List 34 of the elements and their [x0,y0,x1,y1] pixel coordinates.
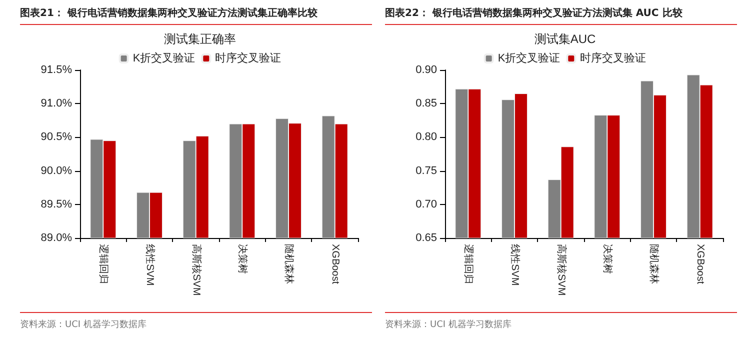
x-tick-label: 高斯核SVM [190,244,202,296]
text: 资料来源：UCI 机器学习数据库 [20,312,372,331]
y-tick-label: 91.0% [40,98,72,110]
chart-title: 图表22： 银行电话营销数据集两种交叉验证方法测试集 AUC 比较 [385,6,737,25]
text: 资料来源：UCI 机器学习数据库 [385,312,737,331]
x-tick-label: 决策树 [236,244,249,274]
chart-subtitle: 测试集正确率 [164,32,236,46]
x-tick-label: 线性SVM [144,244,156,286]
x-tick-label: 逻辑回归 [462,244,475,284]
y-tick-label: 89.0% [40,232,72,244]
chart-subtitle: 测试集AUC [534,32,596,46]
legend-label: 时序交叉验证 [580,52,646,64]
x-tick-label: XGBoost [329,244,340,284]
y-tick-label: 90.5% [40,131,72,144]
y-tick-label: 0.70 [416,198,437,210]
x-tick-label: 线性SVM [509,244,521,286]
chart-title: 图表21： 银行电话营销数据集两种交叉验证方法测试集正确率比较 [20,6,372,25]
y-tick-label: 0.75 [416,164,437,177]
x-tick-label: 逻辑回归 [98,244,110,284]
y-tick-label: 0.90 [416,64,437,76]
x-tick-label: 高斯核SVM [555,244,568,296]
y-tick-label: 0.65 [416,232,437,244]
y-tick-label: 0.85 [416,98,437,110]
legend-label: K折交叉验证 [132,52,196,64]
legend-label: 时序交叉验证 [215,52,282,64]
x-tick-label: 随机森林 [283,244,295,284]
x-tick-label: 决策树 [602,244,614,274]
x-tick-label: 随机森林 [648,244,660,284]
x-tick-label: XGBoost [694,244,706,284]
legend-label: K折交叉验证 [498,52,560,64]
y-tick-label: 0.80 [416,131,437,144]
y-tick-label: 89.5% [40,198,72,210]
y-tick-label: 91.5% [40,64,72,76]
y-tick-label: 90.0% [40,164,72,177]
